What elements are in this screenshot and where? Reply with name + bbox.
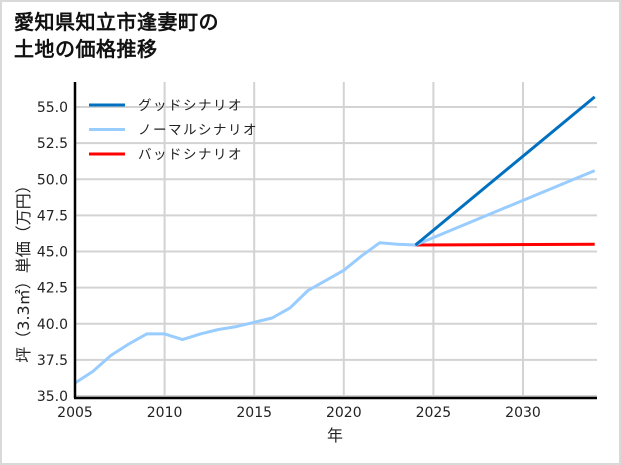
x-tick-label: 2015: [236, 405, 272, 421]
axes: [73, 82, 597, 400]
y-tick-label: 42.5: [37, 281, 68, 297]
scenario-line-2: [415, 242, 595, 247]
y-tick-label: 45.0: [37, 245, 68, 261]
y-tick-label: 55.0: [37, 100, 68, 116]
y-tick-label: 52.5: [37, 136, 68, 152]
y-tick-labels: 35.0 37.5 40.0 42.5 45.0 47.5 50.0 52.5 55.0: [37, 100, 68, 405]
y-tick-label: 37.5: [37, 353, 68, 369]
legend-label: バッドシナリオ: [138, 147, 243, 163]
legend-label: ノーマルシナリオ: [138, 123, 258, 139]
legend-item: ノーマルシナリオ: [89, 123, 258, 139]
legend-item: グッドシナリオ: [89, 98, 243, 114]
x-tick-label: 2030: [505, 405, 541, 421]
legend-item: バッドシナリオ: [89, 147, 243, 163]
x-tick-labels: 2005 2010 2015 2020 2025 2030: [57, 405, 541, 421]
historical-price-line: [75, 241, 416, 385]
scenario-line-0: [414, 95, 596, 247]
y-tick-label: 35.0: [37, 389, 68, 405]
x-tick-label: 2005: [57, 405, 93, 421]
chart-title: 愛知県知立市逢妻町の 土地の価格推移: [14, 9, 219, 63]
y-tick-label: 47.5: [37, 208, 68, 224]
y-axis-label: 坪（3.3㎡）単価（万円）: [14, 177, 33, 362]
y-tick-label: 50.0: [37, 172, 68, 188]
chart-title-line-2: 土地の価格推移: [14, 37, 158, 61]
chart-title-line-1: 愛知県知立市逢妻町の: [14, 10, 219, 34]
legend-label: グッドシナリオ: [138, 98, 243, 114]
grid-lines: [74, 82, 597, 398]
x-tick-label: 2025: [416, 405, 452, 421]
scenario-line-1: [414, 169, 596, 247]
y-tick-label: 40.0: [37, 317, 68, 333]
data-lines: [75, 95, 596, 385]
x-axis-label: 年: [327, 426, 343, 445]
x-tick-label: 2020: [326, 405, 362, 421]
x-tick-label: 2010: [147, 405, 183, 421]
